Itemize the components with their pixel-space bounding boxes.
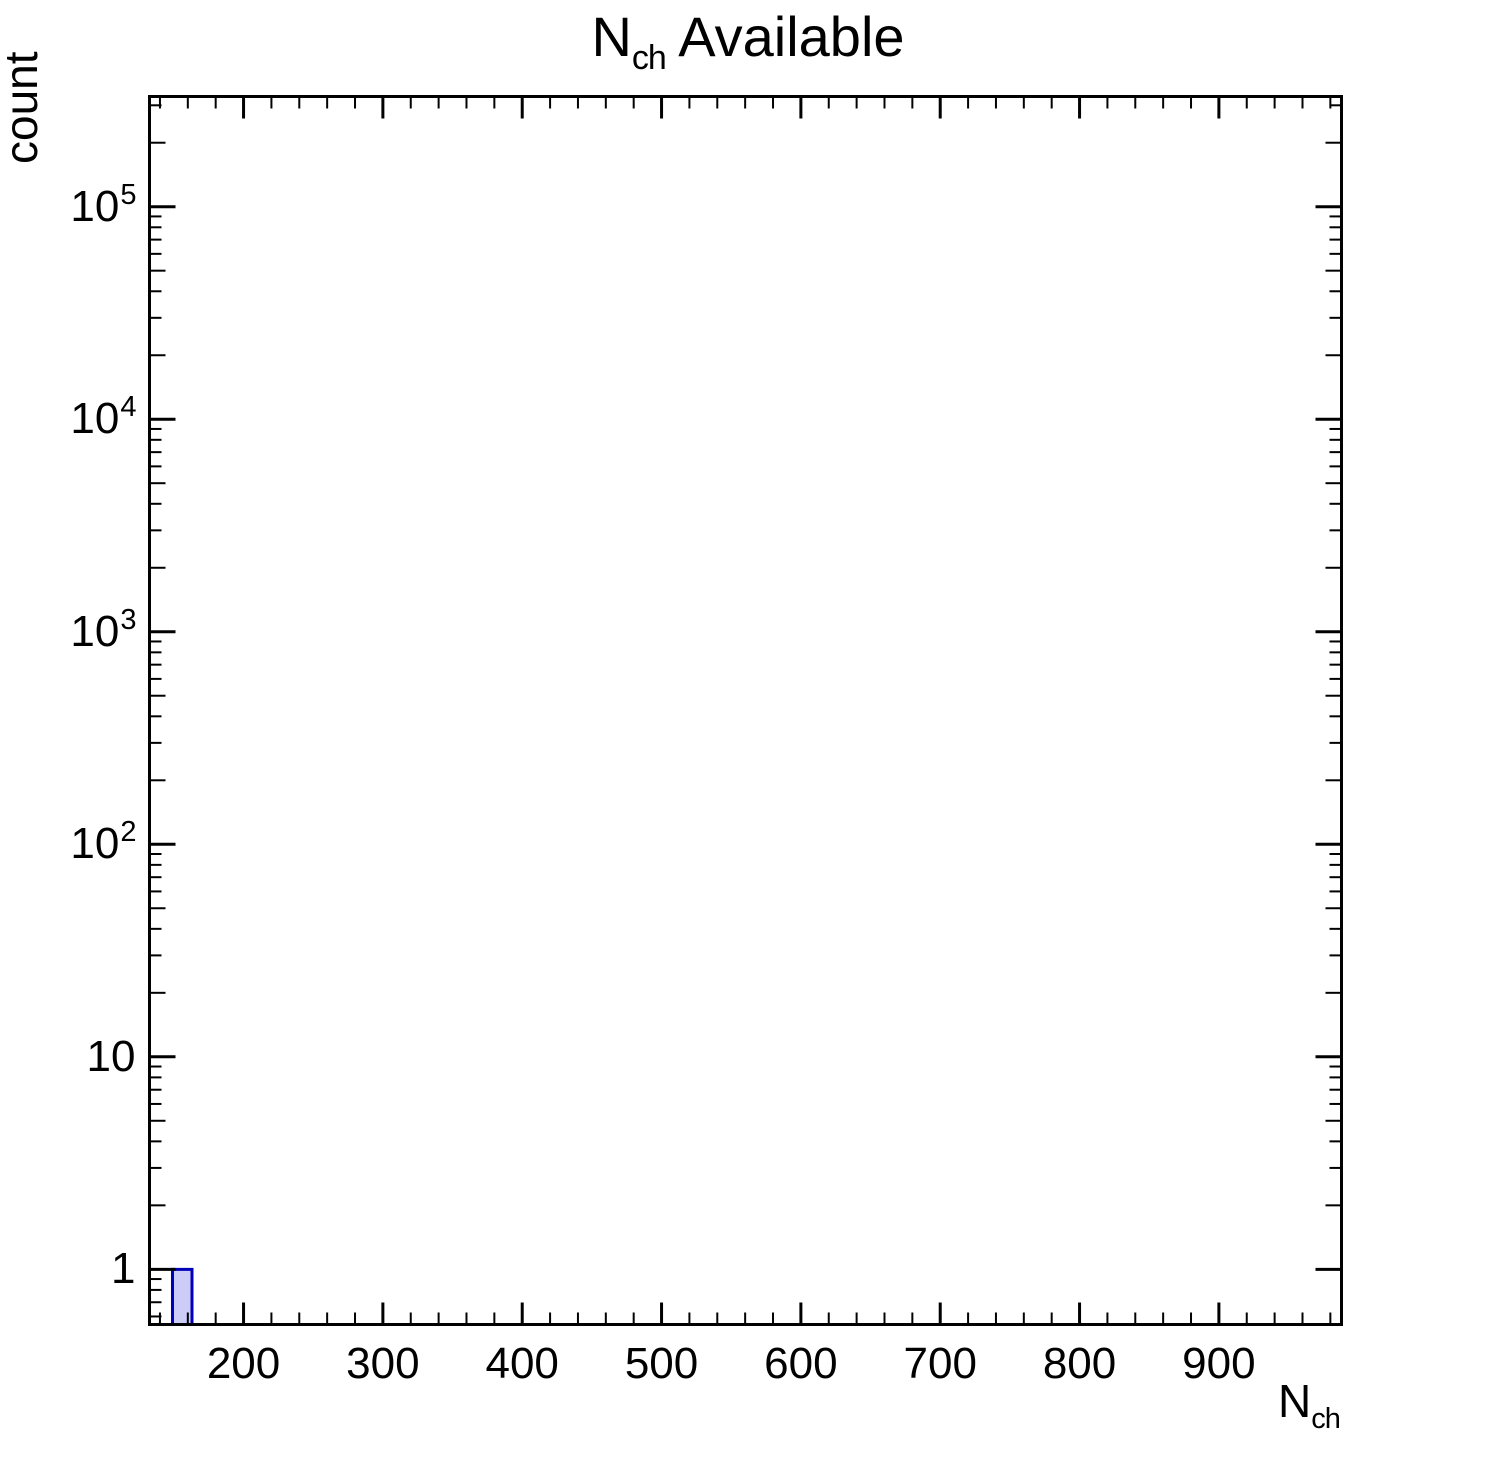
plot-title-main: N — [591, 5, 632, 68]
x-tick-label: 700 — [903, 1338, 977, 1388]
y-tick-exponent: 2 — [120, 816, 137, 849]
y-tick-label: 102 — [70, 816, 137, 869]
y-tick-label: 1 — [111, 1244, 135, 1294]
histogram-outline — [170, 1267, 1342, 1326]
y-tick-mantissa: 10 — [70, 819, 120, 869]
plot-title-subscript: ch — [631, 39, 667, 77]
y-tick-label: 104 — [70, 391, 137, 444]
y-tick-mantissa: 1 — [111, 1244, 136, 1294]
x-tick-label: 300 — [346, 1338, 420, 1388]
x-tick-label: 800 — [1042, 1338, 1117, 1388]
x-axis-title: Nch — [1278, 1374, 1341, 1435]
y-tick-mantissa: 10 — [70, 394, 120, 444]
x-axis-title-subscript: ch — [1311, 1403, 1341, 1435]
y-tick-label: 103 — [70, 603, 137, 657]
y-tick-mantissa: 10 — [70, 181, 120, 231]
histogram-series — [170, 1267, 1342, 1326]
axis-frame — [148, 95, 1343, 1326]
x-axis-title-main: N — [1278, 1375, 1312, 1427]
x-tick-label: 600 — [764, 1338, 838, 1388]
x-tick-label: 400 — [485, 1338, 559, 1388]
plot-frame — [148, 95, 1343, 1326]
y-tick-mantissa: 10 — [70, 606, 120, 656]
histogram-fill — [172, 1269, 1342, 1325]
plot-title: Nch Available — [0, 5, 1496, 76]
y-tick-exponent: 5 — [120, 178, 137, 211]
x-tick-label: 500 — [624, 1338, 699, 1388]
y-tick-mantissa: 10 — [86, 1031, 136, 1081]
x-tick-label: 900 — [1182, 1338, 1256, 1388]
y-tick-exponent: 3 — [120, 603, 137, 636]
y-tick-label: 10 — [87, 1032, 136, 1082]
plot-title-rest: Available — [665, 5, 905, 68]
y-tick-label: 105 — [70, 178, 137, 232]
x-tick-label: 200 — [206, 1338, 281, 1388]
y-tick-exponent: 4 — [120, 391, 137, 424]
